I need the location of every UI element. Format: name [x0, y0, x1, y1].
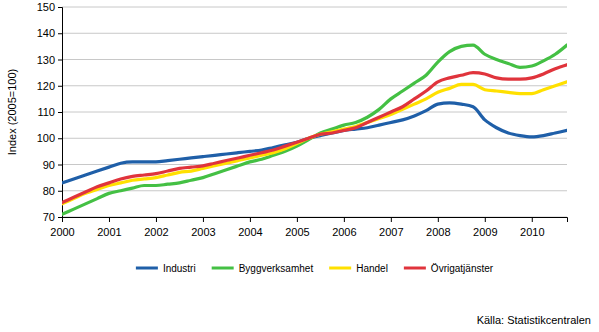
x-tick-mark: [438, 217, 439, 222]
y-tick: 140: [37, 27, 62, 39]
y-axis-line: [58, 8, 63, 218]
x-tick-label: 2006: [332, 226, 356, 238]
y-tick-mark: [58, 217, 62, 218]
grid-line: [62, 33, 567, 34]
x-tick: 2005: [285, 217, 309, 238]
x-tick-mark: [532, 217, 533, 222]
grid-line: [62, 190, 567, 191]
plot: 70 80 90 100 110 120 130 140 150 2000 2001 2002 2003…: [37, 1, 568, 238]
x-tick-label: 2008: [426, 226, 450, 238]
y-axis-title: Index (2005=100): [6, 69, 18, 156]
x-tick: 2003: [191, 217, 215, 238]
legend-item: Övrigatjänster: [404, 263, 494, 274]
legend-label: Handel: [356, 263, 388, 274]
y-tick-label: 110: [37, 106, 55, 118]
x-tick-label: 2005: [285, 226, 309, 238]
y-tick-mark: [58, 60, 62, 61]
x-tick-mark: [391, 217, 392, 222]
y-tick-mark: [58, 138, 62, 139]
y-tick: 130: [37, 54, 62, 66]
y-tick-label: 140: [37, 27, 55, 39]
y-tick: 120: [37, 80, 62, 92]
y-tick-label: 90: [43, 159, 55, 171]
x-axis: 2000 2001 2002 2003 2004 2005 2006 2007 2008 2009…: [50, 217, 567, 238]
legend-swatch: [212, 267, 234, 270]
x-tick-mark: [156, 217, 157, 222]
y-tick-label: 120: [37, 80, 55, 92]
x-tick-label: 2001: [97, 226, 121, 238]
y-tick-mark: [58, 86, 62, 87]
x-tick-mark: [297, 217, 298, 222]
x-tick-label: 2002: [144, 226, 168, 238]
x-tick-mark: [344, 217, 345, 222]
x-tick: 2006: [332, 217, 356, 238]
legend-swatch: [136, 267, 158, 270]
x-tick-label: 2010: [520, 226, 544, 238]
y-tick-label: 150: [37, 1, 55, 13]
y-axis: 70 80 90 100 110 120 130 140 150: [37, 1, 63, 223]
series-line: [62, 45, 567, 214]
series-line: [62, 65, 567, 203]
y-tick-mark: [58, 191, 62, 192]
legend-item: Industri: [136, 263, 196, 274]
y-tick-label: 130: [37, 54, 55, 66]
x-tick-label: 2000: [50, 226, 74, 238]
legend-swatch: [329, 267, 351, 270]
x-tick: 2009: [473, 217, 497, 238]
y-tick: 100: [37, 132, 62, 144]
legend-label: Övrigatjänster: [431, 263, 494, 274]
y-tick-label: 80: [43, 185, 55, 197]
y-tick: 90: [43, 159, 62, 171]
x-tick: 2001: [97, 217, 121, 238]
y-tick: 150: [37, 1, 62, 13]
x-tick: 2008: [426, 217, 450, 238]
x-tick-mark: [485, 217, 486, 222]
source: Källa: Statistikcentralen: [477, 314, 591, 326]
x-tick: 2000: [50, 217, 74, 238]
series-line: [62, 103, 567, 183]
legend: Industri Byggverksamhet Handel Övrigatjänst…: [136, 263, 494, 274]
x-tick-label: 2003: [191, 226, 215, 238]
y-tick: 110: [37, 106, 62, 118]
y-tick-label: 70: [43, 211, 55, 223]
legend-item: Byggverksamhet: [212, 263, 314, 274]
grid-line: [62, 112, 567, 113]
y-tick: 80: [43, 185, 62, 197]
grid-line: [62, 7, 567, 8]
x-tick-mark: [203, 217, 204, 222]
x-tick-mark: [62, 217, 63, 222]
grid-line: [62, 164, 567, 165]
y-tick-label: 100: [37, 132, 55, 144]
legend-label: Industri: [163, 263, 196, 274]
x-tick-mark: [250, 217, 251, 222]
y-tick-mark: [58, 165, 62, 166]
x-tick: 2010: [520, 217, 544, 238]
x-tick-label: 2004: [238, 226, 262, 238]
legend-item: Handel: [329, 263, 388, 274]
legend-swatch: [404, 267, 426, 270]
chart: 70 80 90 100 110 120 130 140 150 2000 2001 2002 2003…: [0, 0, 599, 332]
series-line: [62, 82, 567, 204]
x-tick-label: 2009: [473, 226, 497, 238]
y-tick-mark: [58, 33, 62, 34]
grid: [62, 7, 567, 217]
x-tick: 2002: [144, 217, 168, 238]
y-tick: 70: [43, 211, 62, 223]
x-tick: 2004: [238, 217, 262, 238]
y-tick-mark: [58, 7, 62, 8]
x-tick-label: 2007: [379, 226, 403, 238]
x-tick: 2007: [379, 217, 403, 238]
x-tick-mark: [109, 217, 110, 222]
y-tick-mark: [58, 112, 62, 113]
lines: [62, 45, 567, 214]
x-axis-line: [63, 218, 568, 223]
grid-line: [62, 85, 567, 86]
legend-label: Byggverksamhet: [239, 263, 314, 274]
